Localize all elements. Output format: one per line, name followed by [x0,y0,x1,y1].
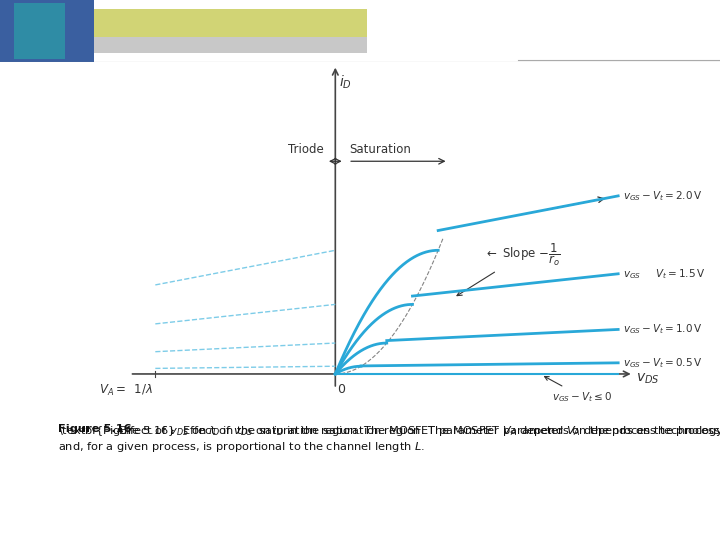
Text: $0$: $0$ [338,383,346,396]
Text: \textbf{Figure 5.16}  Effect of $v_{DS}$ on $i_D$ in the saturation region. The : \textbf{Figure 5.16} Effect of $v_{DS}$ … [58,424,720,438]
Bar [14,3,65,59]
Bar [367,0,720,62]
Bar [94,9,367,37]
Text: $v_{DS}$: $v_{DS}$ [636,372,660,386]
Text: $v_{GS} \quad\;\; V_t = 1.5\,\mathrm{V}$: $v_{GS} \quad\;\; V_t = 1.5\,\mathrm{V}$ [624,267,706,281]
Text: $v_{GS} - V_t = 2.0\,\mathrm{V}$: $v_{GS} - V_t = 2.0\,\mathrm{V}$ [624,189,703,203]
Text: Figure 5.16: Figure 5.16 [58,424,131,434]
Text: $v_{GS} - V_t = 0.5\,\mathrm{V}$: $v_{GS} - V_t = 0.5\,\mathrm{V}$ [624,356,703,370]
Text: Effect of $v_{DS}$ on $i_D$ in the saturation region. The MOSFET parameter $V_A$: Effect of $v_{DS}$ on $i_D$ in the satur… [112,424,720,438]
Text: $\leftarrow$ Slope $-\dfrac{1}{r_o}$: $\leftarrow$ Slope $-\dfrac{1}{r_o}$ [457,241,561,296]
Text: $V_A = \;\; 1/\lambda$: $V_A = \;\; 1/\lambda$ [99,383,153,398]
Text: and, for a given process, is proportional to the channel length $L$.: and, for a given process, is proportiona… [58,440,425,454]
Bar [94,9,367,53]
Text: $v_{GS} - V_t \leq 0$: $v_{GS} - V_t \leq 0$ [544,376,612,404]
Text: Saturation: Saturation [350,143,412,156]
Text: Triode: Triode [288,143,324,156]
Bar [0,0,94,62]
Text: $i_D$: $i_D$ [339,74,352,91]
Text: $v_{GS} - V_t = 1.0\,\mathrm{V}$: $v_{GS} - V_t = 1.0\,\mathrm{V}$ [624,322,703,336]
